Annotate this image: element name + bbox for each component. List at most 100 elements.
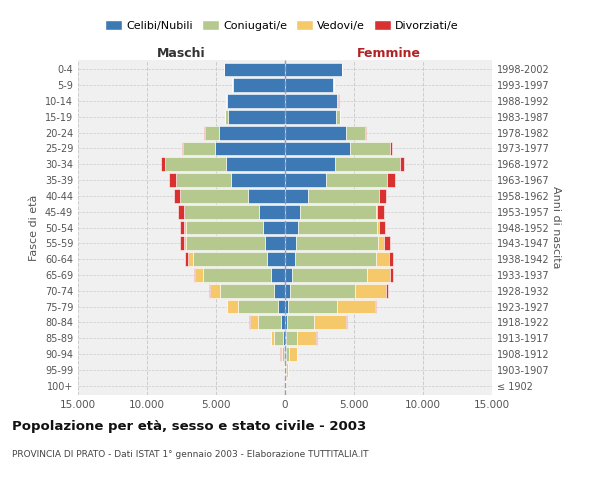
Bar xyxy=(285,62,341,76)
Bar xyxy=(267,252,285,266)
Bar xyxy=(250,316,258,330)
Bar xyxy=(289,347,297,361)
Bar xyxy=(187,236,265,250)
Bar xyxy=(285,284,290,298)
Bar xyxy=(185,220,263,234)
Bar xyxy=(265,236,285,250)
Bar xyxy=(286,363,287,376)
Bar xyxy=(390,142,392,156)
Bar xyxy=(274,284,285,298)
Bar xyxy=(376,204,377,218)
Bar xyxy=(285,236,296,250)
Bar xyxy=(180,236,184,250)
Bar xyxy=(220,284,274,298)
Bar xyxy=(390,268,393,282)
Bar xyxy=(259,204,285,218)
Bar xyxy=(196,268,203,282)
Bar xyxy=(285,94,337,108)
Bar xyxy=(185,252,188,266)
Bar xyxy=(376,252,389,266)
Bar xyxy=(248,189,285,203)
Bar xyxy=(263,220,285,234)
Bar xyxy=(224,62,285,76)
Bar xyxy=(400,158,404,171)
Bar xyxy=(292,268,367,282)
Bar xyxy=(285,220,298,234)
Bar xyxy=(180,220,184,234)
Bar xyxy=(288,300,337,314)
Bar xyxy=(298,220,377,234)
Bar xyxy=(274,331,283,345)
Bar xyxy=(193,252,267,266)
Bar xyxy=(286,331,297,345)
Bar xyxy=(374,300,376,314)
Bar xyxy=(205,126,219,140)
Bar xyxy=(209,284,210,298)
Bar xyxy=(285,252,295,266)
Bar xyxy=(365,126,366,140)
Bar xyxy=(290,284,355,298)
Bar xyxy=(225,110,229,124)
Bar xyxy=(194,268,196,282)
Bar xyxy=(281,316,285,330)
Bar xyxy=(337,300,374,314)
Bar xyxy=(385,236,390,250)
Bar xyxy=(379,189,386,203)
Bar xyxy=(377,204,384,218)
Bar xyxy=(285,142,350,156)
Bar xyxy=(367,268,390,282)
Bar xyxy=(203,268,271,282)
Bar xyxy=(284,347,285,361)
Bar xyxy=(188,252,193,266)
Bar xyxy=(378,236,385,250)
Bar xyxy=(180,189,248,203)
Bar xyxy=(377,220,379,234)
Text: Maschi: Maschi xyxy=(157,47,206,60)
Bar xyxy=(182,142,183,156)
Bar xyxy=(165,158,226,171)
Bar xyxy=(335,158,400,171)
Bar xyxy=(258,316,281,330)
Bar xyxy=(285,158,335,171)
Bar xyxy=(229,110,285,124)
Bar xyxy=(355,284,386,298)
Bar xyxy=(285,189,308,203)
Bar xyxy=(285,173,326,187)
Bar xyxy=(184,220,185,234)
Bar xyxy=(285,268,292,282)
Bar xyxy=(183,142,215,156)
Bar xyxy=(285,78,334,92)
Bar xyxy=(285,331,286,345)
Bar xyxy=(314,316,346,330)
Bar xyxy=(285,204,300,218)
Bar xyxy=(184,204,259,218)
Bar xyxy=(300,204,376,218)
Bar xyxy=(233,78,285,92)
Text: PROVINCIA DI PRATO - Dati ISTAT 1° gennaio 2003 - Elaborazione TUTTITALIA.IT: PROVINCIA DI PRATO - Dati ISTAT 1° genna… xyxy=(12,450,368,459)
Bar xyxy=(285,126,346,140)
Bar xyxy=(295,252,376,266)
Bar xyxy=(238,300,278,314)
Bar xyxy=(283,331,285,345)
Bar xyxy=(350,142,390,156)
Bar xyxy=(169,173,176,187)
Bar xyxy=(227,94,285,108)
Bar xyxy=(336,110,340,124)
Bar xyxy=(285,316,287,330)
Bar xyxy=(227,300,238,314)
Bar xyxy=(388,173,395,187)
Bar xyxy=(286,347,289,361)
Bar xyxy=(178,204,184,218)
Text: Femmine: Femmine xyxy=(356,47,421,60)
Bar xyxy=(219,126,285,140)
Bar xyxy=(278,300,285,314)
Bar xyxy=(346,316,347,330)
Bar xyxy=(176,173,231,187)
Y-axis label: Fasce di età: Fasce di età xyxy=(29,194,39,260)
Bar xyxy=(210,284,220,298)
Bar xyxy=(296,236,378,250)
Bar xyxy=(271,268,285,282)
Bar xyxy=(389,252,394,266)
Legend: Celibi/Nubili, Coniugati/e, Vedovi/e, Divorziati/e: Celibi/Nubili, Coniugati/e, Vedovi/e, Di… xyxy=(101,16,463,35)
Bar xyxy=(285,363,286,376)
